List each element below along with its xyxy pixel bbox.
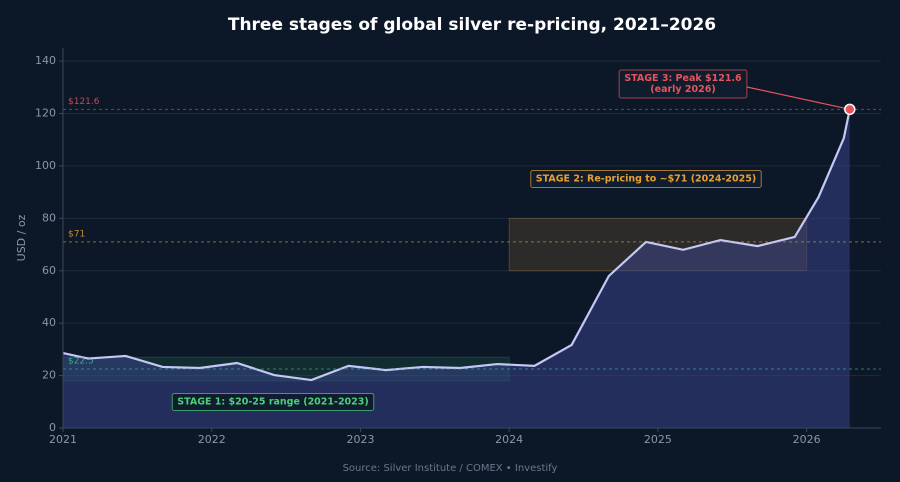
annotation: STAGE 1: $20-25 range (2021-2023) [171,393,375,411]
chart-title: Three stages of global silver re-pricing… [228,15,716,35]
annotation-box [618,69,748,99]
annotation-text: STAGE 1: $20-25 range (2021-2023) [177,397,368,408]
y-tick-label: 60 [42,264,56,277]
y-axis-label: USD / oz [15,214,28,261]
reference-label: $22.5 [68,357,94,367]
annotation-text: STAGE 3: Peak $121.6 [624,73,742,84]
y-tick-label: 0 [49,421,56,434]
y-tick-label: 120 [35,107,56,120]
y-tick-label: 100 [35,159,56,172]
x-tick-label: 2021 [49,433,77,446]
x-tick-label: 2023 [346,433,374,446]
area [63,109,850,429]
x-tick-label: 2026 [793,433,821,446]
annotation: STAGE 2: Re-pricing to ~$71 (2024-2025) [530,170,762,188]
y-tick-label: 40 [42,316,56,329]
reference-label: $121.6 [68,97,100,107]
reference-label: $71 [68,229,85,239]
annotation-box [171,393,375,411]
annotation-box [530,170,762,188]
annotation-text: (early 2026) [650,84,715,95]
peak-marker [844,103,856,116]
y-tick-label: 80 [42,211,56,224]
line [62,109,851,382]
annotation: STAGE 3: Peak $121.6(early 2026) [618,69,748,99]
annotation-text: STAGE 2: Re-pricing to ~$71 (2024-2025) [536,174,756,185]
source: Source: Silver Institute / COMEX • Inves… [343,463,558,474]
x-tick-label: 2025 [644,433,672,446]
x-tick-label: 2022 [198,433,226,446]
y-tick-label: 140 [35,54,56,67]
annotation-arrow [746,86,850,110]
x-tick-label: 2024 [495,433,523,446]
y-tick-label: 20 [42,369,56,382]
